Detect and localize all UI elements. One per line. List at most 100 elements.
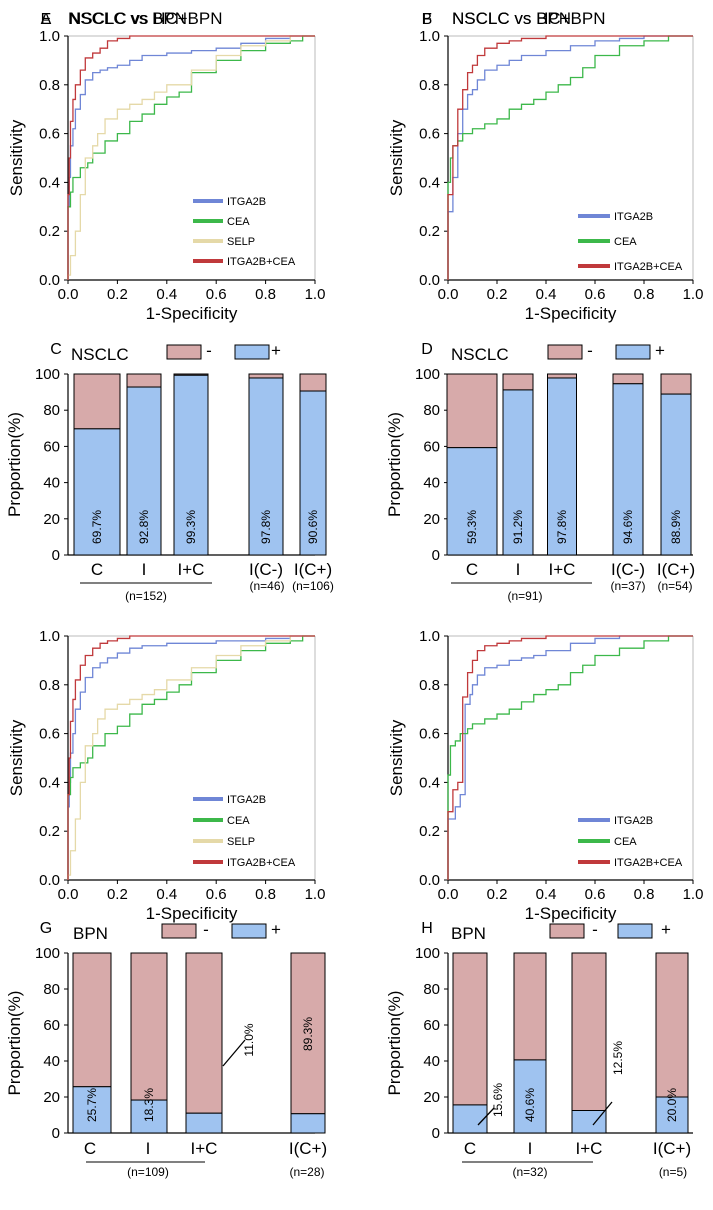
bar-value-label: 12.5% <box>611 1041 625 1075</box>
y-tick-label: 0.0 <box>39 272 60 289</box>
y-tick-label: 0.8 <box>39 677 60 694</box>
bar-positive <box>130 1099 168 1134</box>
bar-negative <box>126 373 162 388</box>
label-pointer <box>477 1107 495 1126</box>
legend-label: CEA <box>227 815 250 827</box>
panel-letter: H <box>421 920 433 937</box>
y-axis-label: Sensitivity <box>7 119 26 196</box>
bar-positive <box>248 377 284 556</box>
legend-swatch <box>578 839 610 843</box>
y-tick-label: 100 <box>415 366 440 383</box>
panel-letter: B <box>422 11 433 28</box>
y-tick-label: 20 <box>423 1089 440 1106</box>
category-label: I <box>516 560 521 579</box>
y-tick-label: 0.8 <box>419 77 440 94</box>
bar-negative <box>655 952 689 1098</box>
legend-label: CEA <box>614 236 637 248</box>
label-pointer <box>592 1101 613 1126</box>
category-label: I <box>146 1139 151 1158</box>
group-n-label: (n=5) <box>659 1165 687 1179</box>
bar-value-label: 25.7% <box>85 1088 99 1122</box>
x-tick-label: 0.6 <box>585 286 606 303</box>
legend-swatch <box>161 923 197 939</box>
category-label: I+C <box>576 1139 603 1158</box>
group-n-label: (n=109) <box>127 1165 169 1179</box>
y-tick-label: 0.4 <box>419 174 440 191</box>
y-tick-label: 0.6 <box>39 726 60 743</box>
panel-letter: E <box>41 11 52 28</box>
panel-title: NSCLC vs BPN <box>452 9 571 28</box>
category-label: C <box>464 1139 476 1158</box>
bar-positive <box>547 377 577 556</box>
x-tick-label: 1.0 <box>683 886 704 903</box>
legend-label: ITGA2B+CEA <box>614 261 683 273</box>
y-tick-label: 1.0 <box>419 628 440 645</box>
legend-label: ITGA2B <box>614 815 653 827</box>
y-tick-label: 0.6 <box>419 126 440 143</box>
x-tick-label: 0.6 <box>206 286 227 303</box>
x-tick-label: 0.4 <box>156 886 177 903</box>
y-tick-label: 60 <box>423 1017 440 1034</box>
legend-swatch <box>578 214 610 218</box>
legend-swatch <box>578 860 610 864</box>
y-tick-label: 100 <box>35 366 60 383</box>
roc-line-selp <box>67 35 315 280</box>
legend-label: - <box>587 341 593 360</box>
category-label: I(C-) <box>611 560 645 579</box>
legend-swatch <box>231 923 267 939</box>
legend-label: - <box>592 920 598 939</box>
x-tick-label: 1.0 <box>305 286 326 303</box>
y-tick-label: 20 <box>43 511 60 528</box>
roc-line-itga2b <box>67 35 315 280</box>
bar-negative <box>185 952 223 1114</box>
group-n-label: (n=54) <box>657 579 692 593</box>
panel-title: NSCLC vs HC+BPN <box>452 9 606 28</box>
bar-value-label: 91.2% <box>511 510 525 544</box>
y-axis-label: Proportion(%) <box>385 412 404 517</box>
y-tick-label: 0.4 <box>39 174 60 191</box>
x-tick-label: 0.0 <box>438 886 459 903</box>
legend-label: ITGA2B+CEA <box>227 857 296 869</box>
label-pointer <box>222 1039 246 1067</box>
panel-title: NSCLC <box>451 345 509 364</box>
y-axis-label: Proportion(%) <box>5 991 24 1096</box>
bar-value-label: 20.0% <box>665 1088 679 1122</box>
y-tick-label: 60 <box>43 438 60 455</box>
bar-positive <box>612 383 644 556</box>
y-tick-label: 0 <box>52 1125 60 1142</box>
legend-swatch <box>193 239 223 243</box>
legend-label: ITGA2B <box>227 196 266 208</box>
y-tick-label: 0.2 <box>419 823 440 840</box>
y-tick-label: 1.0 <box>39 28 60 45</box>
group-n-label: (n=91) <box>507 589 542 603</box>
legend-label: + <box>655 341 665 360</box>
x-tick-label: 0.2 <box>107 286 128 303</box>
y-tick-label: 0.4 <box>39 774 60 791</box>
legend-label: + <box>661 920 671 939</box>
y-tick-label: 0 <box>432 547 440 564</box>
panel-title: NSCLC <box>71 345 129 364</box>
group-n-label: (n=37) <box>610 579 645 593</box>
bar-value-label: 69.7% <box>90 510 104 544</box>
legend-swatch <box>547 344 583 360</box>
bar-negative <box>502 373 534 391</box>
y-tick-label: 1.0 <box>39 628 60 645</box>
y-tick-label: 0.2 <box>39 823 60 840</box>
y-tick-label: 0.0 <box>419 872 440 889</box>
bar-panel-D: D NSCLC - +0 20 40 60 80 100 Proportion(%) 59.3% C 9… <box>385 341 695 603</box>
roc-line-itga2b <box>447 35 693 280</box>
roc-line-itga2b-plus-cea <box>67 635 315 880</box>
legend-label: ITGA2B+CEA <box>614 857 683 869</box>
legend-swatch <box>578 264 610 268</box>
bar-positive <box>72 1086 112 1134</box>
x-tick-label: 0.8 <box>255 286 276 303</box>
legend-swatch <box>193 219 223 223</box>
bar-positive <box>452 1104 488 1134</box>
roc-line-itga2b <box>67 635 315 880</box>
bar-negative <box>299 373 327 392</box>
legend-swatch <box>578 818 610 822</box>
roc-line-cea <box>67 35 315 280</box>
roc-panel-F: F NSCLC vs BPN 0.0 0.2 0.4 0.6 0.8 1.0 0.0 0.2 0.4… <box>387 9 703 923</box>
bar-positive <box>513 1059 547 1134</box>
category-label: I(C+) <box>653 1139 691 1158</box>
